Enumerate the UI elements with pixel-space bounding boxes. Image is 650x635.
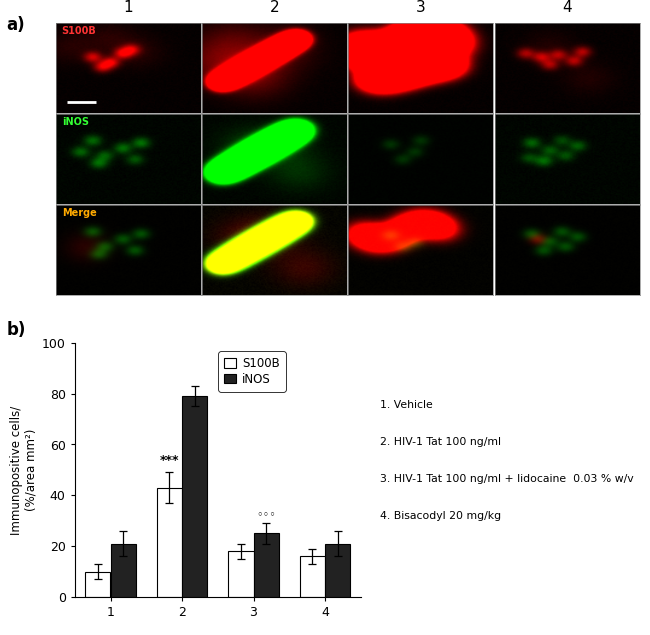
Text: 4: 4 [562, 0, 572, 15]
Text: 3. HIV-1 Tat 100 ng/ml + lidocaine  0.03 % w/v: 3. HIV-1 Tat 100 ng/ml + lidocaine 0.03 … [380, 474, 634, 484]
Bar [157, 488, 182, 597]
Bar [85, 572, 111, 597]
Text: 1: 1 [124, 0, 133, 15]
Bar [300, 556, 325, 597]
Text: 2: 2 [270, 0, 280, 15]
Text: b): b) [6, 321, 26, 338]
Bar [182, 396, 207, 597]
Bar [111, 544, 136, 597]
Text: ***: *** [160, 455, 179, 467]
Text: iNOS: iNOS [62, 117, 88, 128]
Text: Merge: Merge [62, 208, 96, 218]
Y-axis label: Immunopositive cells/
(%/area mm²): Immunopositive cells/ (%/area mm²) [10, 405, 38, 535]
Text: a): a) [6, 16, 25, 34]
Bar [325, 544, 350, 597]
Text: ◦◦◦: ◦◦◦ [256, 511, 276, 521]
Text: S100B: S100B [62, 27, 96, 36]
Bar [229, 551, 254, 597]
Text: 1. Vehicle: 1. Vehicle [380, 400, 433, 410]
Text: 3: 3 [416, 0, 426, 15]
Text: 2. HIV-1 Tat 100 ng/ml: 2. HIV-1 Tat 100 ng/ml [380, 437, 501, 447]
Text: 4. Bisacodyl 20 mg/kg: 4. Bisacodyl 20 mg/kg [380, 511, 501, 521]
Legend: S100B, iNOS: S100B, iNOS [218, 351, 286, 392]
Bar [254, 533, 279, 597]
